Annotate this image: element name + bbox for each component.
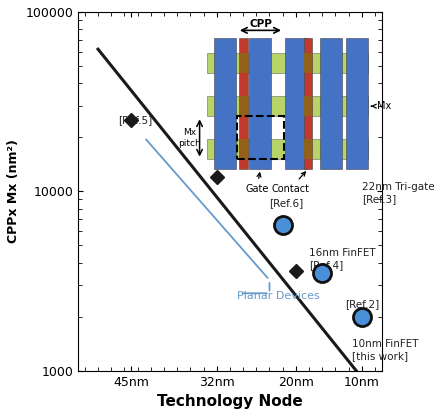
X-axis label: Technology Node: Technology Node bbox=[157, 394, 302, 409]
Text: [Ref.2]: [Ref.2] bbox=[345, 300, 379, 310]
Text: 22nm Tri-gate
[Ref.3]: 22nm Tri-gate [Ref.3] bbox=[361, 183, 434, 204]
Text: [Ref.5]: [Ref.5] bbox=[117, 115, 152, 125]
Text: Planar Devices: Planar Devices bbox=[236, 291, 318, 301]
Text: 10nm FinFET
[this work]: 10nm FinFET [this work] bbox=[351, 339, 417, 361]
Y-axis label: CPPx Mx (nm²): CPPx Mx (nm²) bbox=[7, 139, 20, 243]
Text: 16nm FinFET
[Ref.4]: 16nm FinFET [Ref.4] bbox=[308, 248, 375, 270]
Text: [Ref.6]: [Ref.6] bbox=[269, 198, 303, 208]
